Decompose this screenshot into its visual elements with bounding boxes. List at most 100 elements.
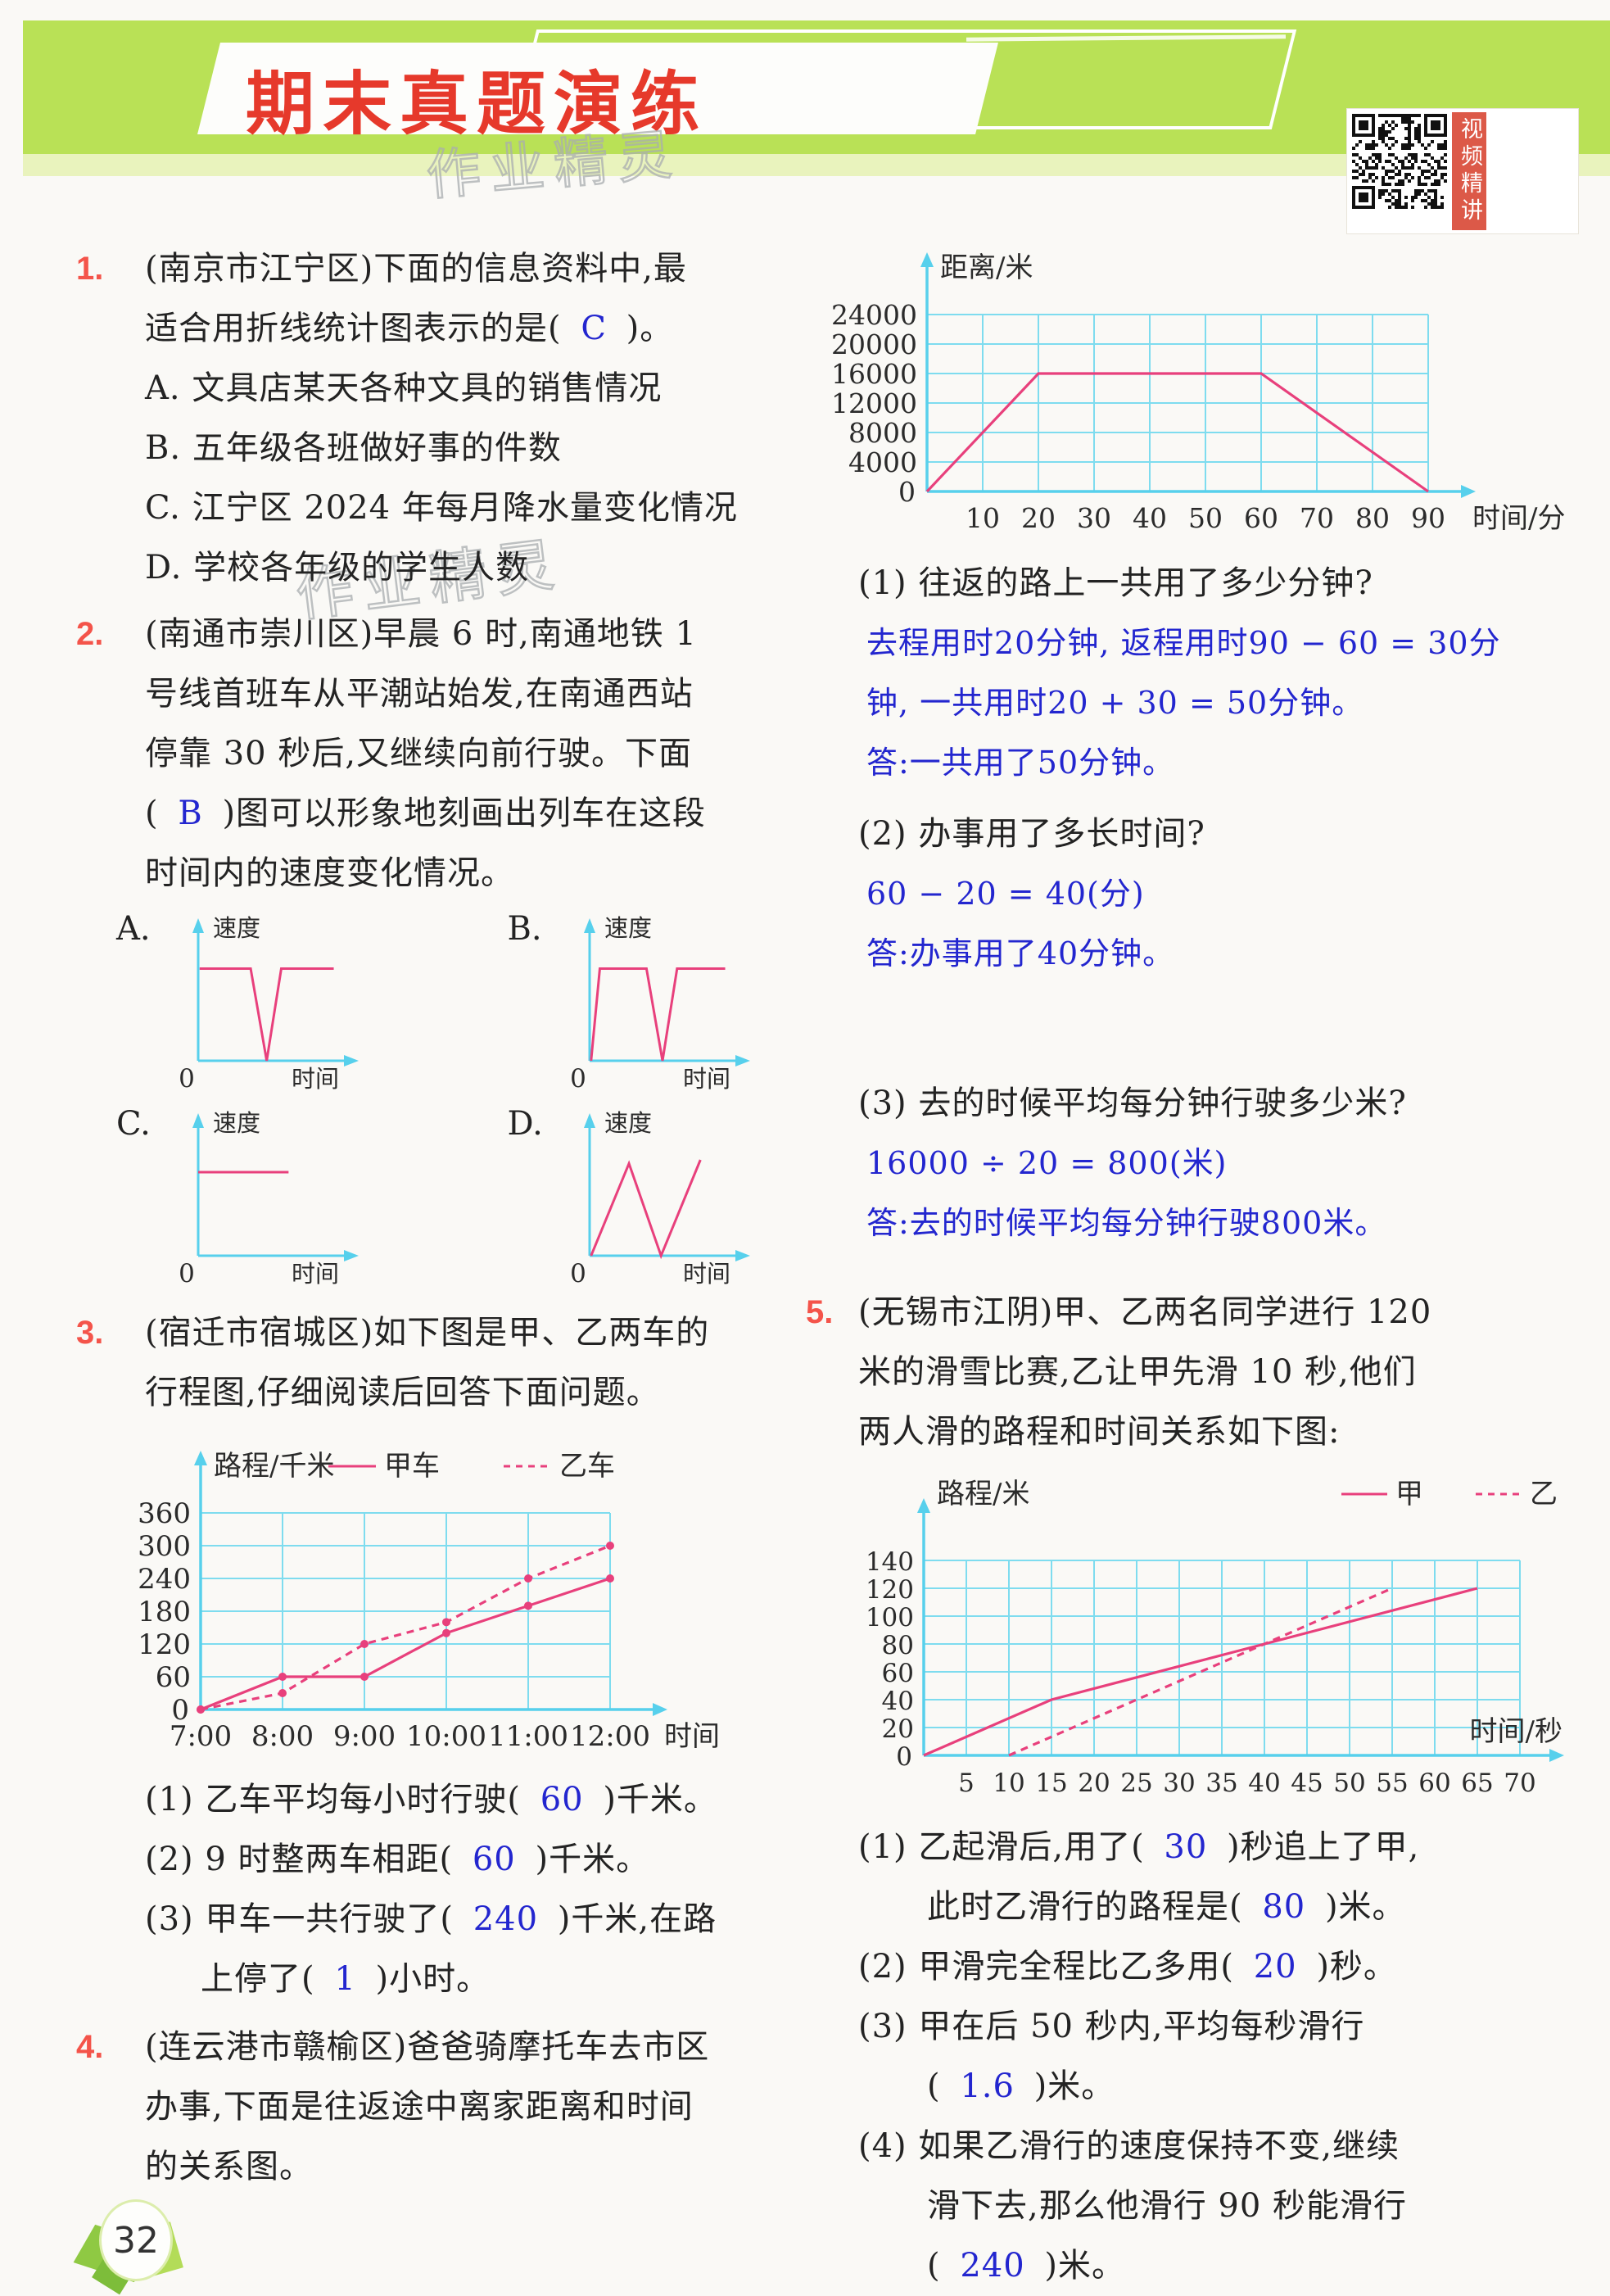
q5-sub1-cont: 此时乙滑行的路程是( 80 )米。 <box>858 1877 1610 1937</box>
question-2: 2. (南通市崇川区)早晨 6 时,南通地铁 1 号线首班车从平潮站始发,在南通… <box>76 605 816 903</box>
svg-text:80: 80 <box>882 1631 914 1660</box>
q1-stem-line: 适合用折线统计图表示的是( C )。 <box>145 299 816 359</box>
svg-text:40: 40 <box>882 1687 914 1716</box>
svg-text:70: 70 <box>1504 1768 1535 1798</box>
svg-text:15: 15 <box>1035 1768 1067 1798</box>
speed-time-mini-chart-d: 速度 0 时间 <box>560 1102 767 1288</box>
svg-text:路程/米: 路程/米 <box>937 1478 1029 1510</box>
svg-text:时间: 时间 <box>683 1260 730 1285</box>
q1-stem-text: 适合用折线统计图表示的是( <box>145 310 573 347</box>
svg-text:55: 55 <box>1376 1768 1408 1798</box>
q5-sub2-text: )秒。 <box>1305 1948 1397 1986</box>
question-5: 5. (无锡市江阴)甲、乙两名同学进行 120 米的滑雪比赛,乙让甲先滑 10 … <box>806 1283 1610 2296</box>
q2-stem-line: (南通市崇川区)早晨 6 时,南通地铁 1 <box>145 615 697 653</box>
svg-text:时间/秒: 时间/秒 <box>1470 1715 1563 1748</box>
svg-text:40: 40 <box>1248 1768 1280 1798</box>
svg-text:12:00: 12:00 <box>570 1720 650 1753</box>
header-banner-strip <box>23 154 1610 176</box>
answer-blank: 1.6 <box>960 2067 1015 2105</box>
svg-text:10:00: 10:00 <box>406 1720 486 1753</box>
svg-text:50: 50 <box>1188 502 1223 534</box>
q5-sub1-text: 此时乙滑行的路程是( <box>927 1888 1255 1926</box>
svg-text:距离/米: 距离/米 <box>940 251 1033 284</box>
svg-text:甲车: 甲车 <box>384 1450 440 1483</box>
svg-text:360: 360 <box>138 1497 191 1530</box>
q3-sub3-cont: 上停了( 1 )小时。 <box>145 1950 816 2009</box>
q2-option-graphs: A. 速度 0 时间 B. 速度 0 时间 C. 速度 0 时间 D. 速度 0 时间 <box>116 907 816 1288</box>
q3-sub3-text: 上停了( <box>201 1960 327 1998</box>
option-letter: A. <box>116 910 151 948</box>
svg-text:12000: 12000 <box>831 387 917 419</box>
q5-sub1-text: (1) 乙起滑后,用了( <box>858 1828 1156 1866</box>
svg-text:35: 35 <box>1205 1768 1237 1798</box>
question-3: 3. (宿迁市宿城区)如下图是甲、乙两车的 行程图,仔细阅读后回答下面问题。 路… <box>76 1303 816 2009</box>
q5-stem-line: 米的滑雪比赛,乙让甲先滑 10 秒,他们 <box>858 1353 1417 1391</box>
q3-stem-line: 行程图,仔细阅读后回答下面问题。 <box>145 1374 660 1411</box>
question-number: 3. <box>76 1315 104 1351</box>
q1-option-d: D. 学校各年级的学生人数 <box>145 549 530 586</box>
svg-text:10: 10 <box>966 502 1000 534</box>
svg-text:120: 120 <box>138 1628 191 1661</box>
q4-answer-line: 答:办事用了40分钟。 <box>866 935 1175 971</box>
answer-blank: B <box>178 795 203 832</box>
q5-distance-time-line-chart: 路程/米 时间/秒 20 40 60 80 100 120 140 0 5 10 15 20 25 30 35 4… <box>850 1467 1610 1814</box>
q2-stem-line: 停靠 30 秒后,又继续向前行驶。下面 <box>145 735 693 772</box>
svg-text:20000: 20000 <box>831 328 917 360</box>
svg-text:180: 180 <box>138 1596 191 1628</box>
q5-sub2: (2) 甲滑完全程比乙多用( 20 )秒。 <box>858 1937 1610 1997</box>
q4-stem-line: 办事,下面是往返途中离家距离和时间 <box>145 2088 694 2126</box>
q1-option-c: C. 江宁区 2024 年每月降水量变化情况 <box>145 489 738 527</box>
q5-stem-line: (无锡市江阴)甲、乙两名同学进行 120 <box>858 1293 1432 1331</box>
q4-distance-time-line-chart: 距离/米 时间/分 4000 8000 12000 16000 20000 24000 0 10 2… <box>829 228 1610 546</box>
q2-stem-text: ( <box>145 795 170 832</box>
svg-text:80: 80 <box>1355 502 1390 534</box>
svg-text:10: 10 <box>993 1768 1024 1798</box>
svg-text:25: 25 <box>1120 1768 1152 1798</box>
q2-stem-line: ( B )图可以形象地刻画出列车在这段 <box>145 784 816 844</box>
svg-text:70: 70 <box>1300 502 1334 534</box>
q4-answer-line: 去程用时20分钟, 返程用时90 − 60 = 30分 <box>866 625 1501 661</box>
svg-text:8000: 8000 <box>848 417 917 449</box>
question-number: 1. <box>76 251 104 287</box>
q3-sub1-text: )千米。 <box>591 1781 717 1818</box>
svg-text:速度: 速度 <box>604 1109 652 1137</box>
q4-sub3: (3) 去的时候平均每分钟行驶多少米? <box>858 1085 1407 1122</box>
question-1: 1. (南京市江宁区)下面的信息资料中,最 适合用折线统计图表示的是( C )。… <box>76 239 816 598</box>
svg-text:16000: 16000 <box>831 358 917 390</box>
svg-text:时间: 时间 <box>683 1065 730 1090</box>
qr-code-block: 视频精讲 <box>1347 109 1578 233</box>
answer-blank: 80 <box>1262 1888 1306 1926</box>
svg-text:时间/分: 时间/分 <box>1472 502 1565 535</box>
svg-text:65: 65 <box>1461 1768 1493 1798</box>
option-letter: B. <box>507 910 542 948</box>
question-4: 4. (连云港市赣榆区)爸爸骑摩托车去市区 办事,下面是往返途中离家距离和时间 … <box>76 2017 816 2197</box>
svg-text:140: 140 <box>866 1547 914 1577</box>
svg-text:0: 0 <box>179 1064 195 1090</box>
answer-blank: C <box>581 310 607 347</box>
svg-text:0: 0 <box>570 1259 586 1285</box>
q1-option-a: A. 文具店某天各种文具的销售情况 <box>145 369 663 407</box>
q5-sub4-cont: 滑下去,那么他滑行 90 秒能滑行 <box>927 2187 1408 2225</box>
option-graph-a: A. 速度 0 时间 <box>116 907 426 1094</box>
svg-text:100: 100 <box>866 1603 914 1633</box>
q5-sub1-text: )秒追上了甲, <box>1215 1828 1420 1866</box>
answer-blank: 60 <box>472 1841 516 1878</box>
q1-option-b: B. 五年级各班做好事的件数 <box>145 429 562 467</box>
q5-sub3-cont: ( 1.6 )米。 <box>858 2057 1610 2117</box>
answer-blank: 60 <box>540 1781 584 1818</box>
q1-stem-line: (南京市江宁区)下面的信息资料中,最 <box>145 250 687 288</box>
q5-sub4-cont2: ( 240 )米。 <box>858 2236 1610 2296</box>
svg-text:11:00: 11:00 <box>488 1720 568 1753</box>
svg-text:4000: 4000 <box>848 446 917 478</box>
svg-text:5: 5 <box>958 1768 975 1798</box>
svg-text:90: 90 <box>1411 502 1445 534</box>
page-title: 期末真题演练 <box>246 63 708 144</box>
q4-stem-line: 的关系图。 <box>145 2148 313 2185</box>
svg-text:45: 45 <box>1291 1768 1323 1798</box>
left-column: 1. (南京市江宁区)下面的信息资料中,最 适合用折线统计图表示的是( C )。… <box>76 239 816 2197</box>
right-column: 距离/米 时间/分 4000 8000 12000 16000 20000 24000 0 10 2… <box>806 228 1610 2296</box>
q3-sub3: (3) 甲车一共行驶了( 240 )千米,在路 <box>145 1890 816 1950</box>
svg-text:24000: 24000 <box>831 299 917 331</box>
option-graph-d: D. 速度 0 时间 <box>508 1102 817 1288</box>
